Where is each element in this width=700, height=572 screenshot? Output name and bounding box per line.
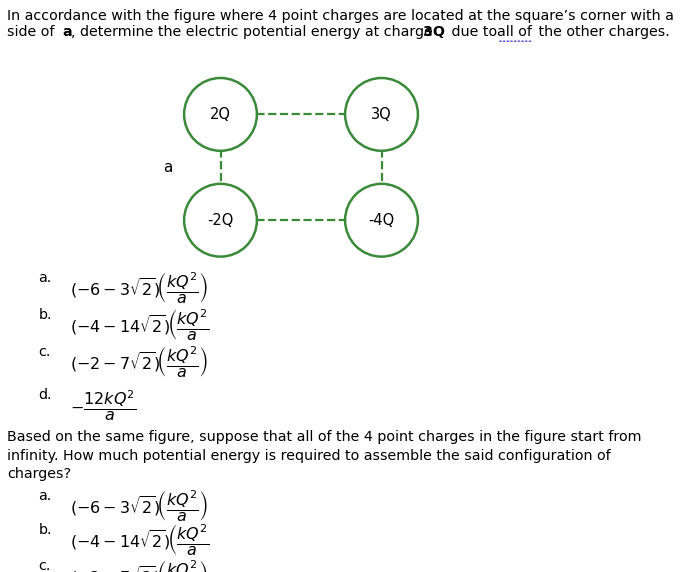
Text: 2Q: 2Q (210, 107, 231, 122)
Text: Based on the same figure, suppose that all of the 4 point charges in the figure : Based on the same figure, suppose that a… (7, 430, 641, 444)
Ellipse shape (345, 184, 418, 257)
Text: c.: c. (38, 345, 51, 359)
Text: due to: due to (447, 25, 501, 39)
Text: charges?: charges? (7, 467, 71, 481)
Text: a.: a. (38, 489, 52, 503)
Text: -2Q: -2Q (207, 213, 234, 228)
Text: c.: c. (38, 559, 51, 572)
Text: 3Q: 3Q (371, 107, 392, 122)
Text: -4Q: -4Q (368, 213, 395, 228)
Text: $(-2-7\sqrt{2})\!\left(\dfrac{kQ^2}{a}\right)$: $(-2-7\sqrt{2})\!\left(\dfrac{kQ^2}{a}\r… (70, 345, 209, 380)
Text: side of: side of (7, 25, 59, 39)
Text: $(-6-3\sqrt{2})\!\left(\dfrac{kQ^2}{a}\right)$: $(-6-3\sqrt{2})\!\left(\dfrac{kQ^2}{a}\r… (70, 271, 209, 305)
Text: In accordance with the figure where 4 point charges are located at the square’s : In accordance with the figure where 4 po… (7, 9, 674, 22)
Ellipse shape (184, 78, 257, 151)
Text: $(-4-14\sqrt{2})\!\left(\dfrac{kQ^2}{a}\right.$: $(-4-14\sqrt{2})\!\left(\dfrac{kQ^2}{a}\… (70, 308, 209, 343)
Ellipse shape (184, 184, 257, 257)
Text: b.: b. (38, 523, 52, 537)
Text: $-\dfrac{12kQ^2}{a}$: $-\dfrac{12kQ^2}{a}$ (70, 388, 136, 423)
Text: a: a (163, 160, 173, 174)
Ellipse shape (345, 78, 418, 151)
Text: a.: a. (38, 271, 52, 284)
Text: , determine the electric potential energy at charge: , determine the electric potential energ… (71, 25, 437, 39)
Text: the other charges.: the other charges. (534, 25, 670, 39)
Text: 3Q: 3Q (424, 25, 445, 39)
Text: infinity. How much potential energy is required to assemble the said configurati: infinity. How much potential energy is r… (7, 449, 610, 463)
Text: b.: b. (38, 308, 52, 321)
Text: $(-2-7\sqrt{2})\!\left(\dfrac{kQ^2}{a}\right)$: $(-2-7\sqrt{2})\!\left(\dfrac{kQ^2}{a}\r… (70, 559, 209, 572)
Text: all of: all of (497, 25, 532, 39)
Text: $(-6-3\sqrt{2})\!\left(\dfrac{kQ^2}{a}\right)$: $(-6-3\sqrt{2})\!\left(\dfrac{kQ^2}{a}\r… (70, 489, 209, 524)
Text: a: a (62, 25, 72, 39)
Text: d.: d. (38, 388, 52, 402)
Text: $(-4-14\sqrt{2})\!\left(\dfrac{kQ^2}{a}\right.$: $(-4-14\sqrt{2})\!\left(\dfrac{kQ^2}{a}\… (70, 523, 209, 558)
